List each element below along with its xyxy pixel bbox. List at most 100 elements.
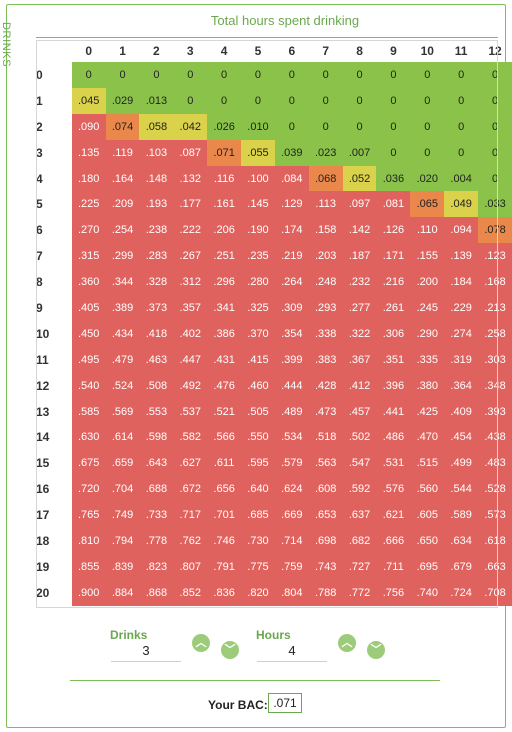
bac-cell[interactable]: 0	[173, 62, 208, 88]
bac-cell[interactable]: .135	[71, 139, 106, 166]
bac-cell[interactable]: .476	[207, 372, 242, 399]
bac-cell[interactable]: .463	[139, 346, 174, 373]
bac-cell[interactable]: 0	[241, 87, 275, 114]
bac-cell[interactable]: .740	[410, 579, 445, 606]
bac-cell[interactable]: .058	[139, 113, 174, 140]
bac-cell[interactable]: .743	[308, 553, 343, 580]
bac-cell[interactable]: .283	[139, 243, 174, 270]
bac-cell[interactable]: .344	[105, 269, 140, 296]
bac-cell[interactable]: .219	[274, 243, 309, 270]
bac-cell[interactable]: .097	[342, 191, 377, 218]
bac-cell[interactable]: .049	[444, 191, 479, 218]
bac-cell[interactable]: .084	[274, 165, 309, 192]
bac-cell[interactable]: 0	[410, 139, 445, 166]
bac-cell[interactable]: .148	[139, 165, 174, 192]
bac-cell[interactable]: .161	[207, 191, 242, 218]
bac-cell[interactable]: .643	[139, 450, 174, 477]
bac-cell[interactable]: 0	[274, 113, 309, 140]
bac-cell[interactable]: .068	[308, 165, 343, 192]
drinks-decrement-button[interactable]: ﹀	[221, 641, 239, 659]
bac-cell[interactable]: 0	[274, 87, 309, 114]
bac-cell[interactable]: .270	[71, 217, 106, 244]
bac-cell[interactable]: .126	[376, 217, 411, 244]
bac-cell[interactable]: .457	[342, 398, 377, 425]
bac-cell[interactable]: .547	[342, 450, 377, 477]
bac-cell[interactable]: .177	[173, 191, 208, 218]
bac-cell[interactable]: .431	[207, 346, 242, 373]
bac-cell[interactable]: .839	[105, 553, 140, 580]
bac-cell[interactable]: .653	[308, 502, 343, 529]
bac-cell[interactable]: .312	[173, 269, 208, 296]
bac-cell[interactable]: .624	[274, 476, 309, 503]
bac-cell[interactable]: .679	[444, 553, 479, 580]
bac-cell[interactable]: .483	[478, 450, 512, 477]
bac-cell[interactable]: .229	[444, 295, 479, 321]
bac-cell[interactable]: .582	[173, 424, 208, 451]
bac-cell[interactable]: 0	[410, 113, 445, 140]
bac-cell[interactable]: .367	[342, 346, 377, 373]
bac-cell[interactable]: .714	[274, 528, 309, 554]
bac-cell[interactable]: .502	[342, 424, 377, 451]
bac-cell[interactable]: .669	[274, 502, 309, 529]
bac-cell[interactable]: 0	[444, 87, 479, 114]
bac-cell[interactable]: .158	[308, 217, 343, 244]
bac-cell[interactable]: .794	[105, 528, 140, 554]
bac-cell[interactable]: .081	[376, 191, 411, 218]
bac-cell[interactable]: .370	[241, 320, 275, 347]
bac-cell[interactable]: .900	[71, 579, 106, 606]
bac-cell[interactable]: .023	[308, 139, 343, 166]
bac-cell[interactable]: .730	[241, 528, 275, 554]
bac-cell[interactable]: .666	[376, 528, 411, 554]
bac-cell[interactable]: .277	[342, 295, 377, 321]
bac-cell[interactable]: .524	[105, 372, 140, 399]
bac-cell[interactable]: .756	[376, 579, 411, 606]
bac-cell[interactable]: .119	[105, 139, 140, 166]
bac-cell[interactable]: .486	[376, 424, 411, 451]
bac-cell[interactable]: .348	[478, 372, 512, 399]
bac-cell[interactable]: .627	[173, 450, 208, 477]
bac-cell[interactable]: .004	[444, 165, 479, 192]
bac-cell[interactable]: .074	[105, 113, 140, 140]
bac-cell[interactable]: .145	[241, 191, 275, 218]
bac-cell[interactable]: .010	[241, 113, 275, 140]
bac-cell[interactable]: .258	[478, 320, 512, 347]
bac-cell[interactable]: .492	[173, 372, 208, 399]
bac-cell[interactable]: .303	[478, 346, 512, 373]
bac-cell[interactable]: .852	[173, 579, 208, 606]
bac-cell[interactable]: .560	[410, 476, 445, 503]
bac-cell[interactable]: .360	[71, 269, 106, 296]
bac-cell[interactable]: .315	[71, 243, 106, 270]
bac-cell[interactable]: .090	[71, 113, 106, 140]
bac-cell[interactable]: .772	[342, 579, 377, 606]
bac-cell[interactable]: 0	[241, 62, 275, 88]
drinks-input[interactable]: 3	[111, 643, 181, 662]
bac-cell[interactable]: .614	[105, 424, 140, 451]
bac-cell[interactable]: .499	[444, 450, 479, 477]
bac-cell[interactable]: .402	[173, 320, 208, 347]
bac-cell[interactable]: .052	[342, 165, 377, 192]
bac-cell[interactable]: .078	[478, 217, 512, 244]
bac-cell[interactable]: .248	[308, 269, 343, 296]
bac-cell[interactable]: .274	[444, 320, 479, 347]
bac-cell[interactable]: 0	[308, 87, 343, 114]
bac-cell[interactable]: .765	[71, 502, 106, 529]
bac-cell[interactable]: .299	[105, 243, 140, 270]
bac-cell[interactable]: .521	[207, 398, 242, 425]
bac-cell[interactable]: .749	[105, 502, 140, 529]
bac-cell[interactable]: .267	[173, 243, 208, 270]
hours-input[interactable]: 4	[257, 643, 327, 662]
bac-cell[interactable]: .412	[342, 372, 377, 399]
bac-cell[interactable]: .171	[376, 243, 411, 270]
bac-cell[interactable]: .540	[71, 372, 106, 399]
bac-cell[interactable]: 0	[105, 62, 140, 88]
bac-cell[interactable]: 0	[342, 113, 377, 140]
bac-cell[interactable]: .180	[71, 165, 106, 192]
bac-cell[interactable]: .701	[207, 502, 242, 529]
bac-cell[interactable]: .386	[207, 320, 242, 347]
bac-cell[interactable]: .094	[444, 217, 479, 244]
bac-cell[interactable]: .450	[71, 320, 106, 347]
bac-cell[interactable]: .727	[342, 553, 377, 580]
bac-cell[interactable]: .389	[105, 295, 140, 321]
bac-cell[interactable]: .605	[410, 502, 445, 529]
bac-cell[interactable]: .518	[308, 424, 343, 451]
